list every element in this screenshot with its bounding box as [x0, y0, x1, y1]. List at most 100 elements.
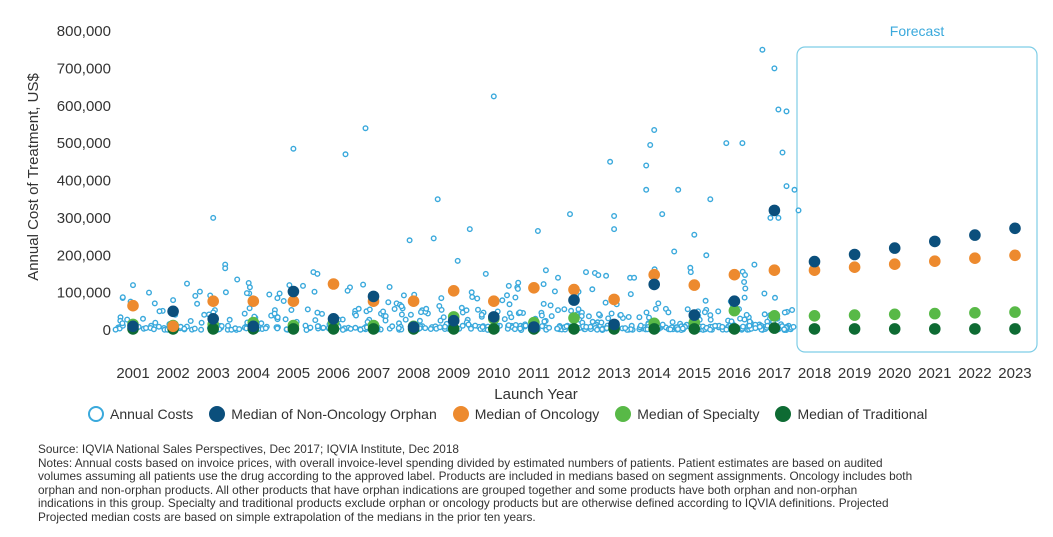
annual-cost-point [665, 309, 672, 316]
legend-label: Median of Oncology [474, 406, 600, 422]
annual-cost-point [314, 270, 321, 277]
annual-cost-point [594, 326, 601, 333]
median-point-median-of-non-oncology-orphan [207, 313, 219, 325]
annual-cost-point [191, 325, 198, 332]
annual-cost-point [151, 300, 158, 307]
median-point-median-of-oncology [608, 293, 620, 306]
median-point-median-of-traditional [768, 322, 781, 334]
annual-cost-point [790, 323, 797, 330]
annual-cost-point [622, 325, 629, 332]
annual-cost-point [319, 310, 326, 317]
annual-cost-point [742, 272, 749, 279]
annual-cost-point [391, 306, 398, 313]
annual-cost-point [156, 308, 163, 315]
x-tick-label: 2001 [116, 365, 149, 382]
annual-cost-point [416, 317, 423, 324]
annual-cost-point [585, 313, 592, 320]
annual-cost-point [684, 306, 691, 313]
median-point-median-of-oncology [287, 295, 300, 308]
median-point-median-of-traditional [1009, 323, 1021, 335]
annual-cost-point [142, 325, 149, 332]
annual-cost-point [643, 162, 650, 169]
median-point-median-of-oncology [488, 295, 500, 308]
annual-cost-point [262, 325, 269, 332]
x-tick-label: 2009 [437, 365, 470, 382]
annual-cost-point [422, 325, 429, 332]
annual-cost-point [516, 309, 523, 316]
median-point-median-of-traditional [327, 323, 340, 335]
annual-cost-point [669, 319, 676, 326]
median-point-median-of-traditional [808, 323, 821, 335]
annual-cost-point [386, 284, 393, 291]
median-point-median-of-non-oncology-orphan [888, 242, 901, 254]
annual-cost-point [347, 325, 354, 332]
median-point-median-of-specialty [768, 310, 781, 322]
median-point-median-of-oncology [207, 295, 219, 308]
annual-cost-point [201, 311, 208, 318]
x-tick-label: 2022 [958, 365, 991, 382]
annual-cost-point [542, 267, 549, 274]
annual-cost-point [196, 288, 203, 295]
annual-cost-point [783, 183, 790, 190]
annual-cost-point [314, 309, 321, 316]
annual-cost-point [181, 325, 188, 332]
y-axis-label: Annual Cost of Treatment, US$ [25, 73, 42, 281]
annual-cost-point [307, 324, 314, 331]
annual-cost-point [224, 322, 231, 329]
y-tick-label: 400,000 [57, 173, 111, 190]
annual-cost-point [598, 319, 605, 326]
legend-label: Median of Traditional [797, 406, 928, 422]
median-point-median-of-non-oncology-orphan [648, 278, 660, 291]
annual-cost-point [274, 295, 281, 302]
annual-cost-point [534, 227, 541, 234]
annual-cost-point [124, 316, 131, 323]
x-tick-label: 2007 [357, 365, 390, 382]
annual-cost-point [617, 311, 624, 318]
legend-label: Median of Non-Oncology Orphan [231, 406, 437, 422]
annual-cost-point [129, 282, 136, 289]
median-point-median-of-oncology [929, 255, 941, 267]
annual-cost-point [459, 322, 466, 329]
annual-cost-point [458, 304, 465, 311]
median-point-median-of-traditional [688, 323, 701, 335]
annual-cost-point [360, 281, 367, 288]
annual-cost-point [311, 288, 318, 295]
annual-cost-point [603, 272, 610, 279]
legend-item: Median of Oncology [452, 406, 600, 422]
annual-cost-point [437, 324, 444, 331]
annual-cost-point [575, 306, 582, 313]
annual-cost-point [119, 320, 126, 327]
median-point-median-of-oncology [528, 282, 540, 294]
annual-cost-point [508, 314, 515, 321]
legend-swatch [209, 406, 226, 422]
annual-cost-point [636, 314, 643, 321]
annual-cost-point [512, 294, 519, 301]
annual-cost-point [707, 312, 714, 319]
annual-cost-point [605, 315, 612, 322]
annual-cost-point [741, 294, 748, 301]
annual-cost-point [637, 322, 644, 329]
annual-cost-point [772, 294, 779, 301]
x-tick-label: 2023 [998, 365, 1031, 382]
annual-cost-point [423, 305, 430, 312]
annual-cost-point [791, 186, 798, 193]
annual-cost-point [400, 292, 407, 299]
median-point-median-of-non-oncology-orphan [528, 321, 540, 333]
median-point-median-of-traditional [447, 323, 460, 335]
notes-line: Projected median costs are based on simp… [38, 509, 536, 524]
scatter-chart: 0 100,000 200,000 300,000 400,000 500,000 600,… [25, 23, 1038, 403]
legend-item: Median of Specialty [615, 406, 759, 422]
annual-cost-point [192, 292, 199, 299]
annual-cost-point [170, 297, 177, 304]
annual-cost-point [546, 324, 553, 331]
median-point-median-of-traditional [568, 323, 580, 335]
x-tick-label: 2002 [156, 365, 189, 382]
legend-label: Annual Costs [110, 406, 194, 422]
annual-cost-point [767, 214, 774, 221]
x-axis-label: Launch Year [494, 386, 577, 403]
annual-cost-point [675, 186, 682, 193]
median-point-median-of-traditional [488, 323, 500, 335]
median-point-median-of-oncology [888, 258, 901, 271]
annual-cost-point [465, 321, 472, 328]
median-point-median-of-oncology [688, 279, 701, 291]
